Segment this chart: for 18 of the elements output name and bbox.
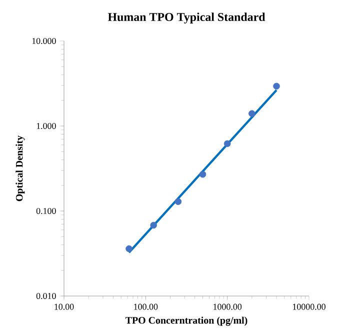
point <box>126 245 132 252</box>
x-tick-label: 100.00 <box>134 304 158 310</box>
point <box>224 140 231 148</box>
point <box>248 110 256 117</box>
x-tick-label: 10.00 <box>54 304 74 310</box>
y-tick-label: 1.000 <box>36 122 56 130</box>
y-tick-label: 0.100 <box>36 208 56 214</box>
x-axis-title: TPO Concerntration (pg/ml) <box>126 316 248 326</box>
y-tick-label: 0.010 <box>36 292 56 300</box>
point <box>174 198 182 205</box>
y-axis-title: Optical Density <box>16 136 25 202</box>
point <box>150 222 157 229</box>
x-tick-label: 1000.00 <box>214 304 242 310</box>
point <box>199 170 206 178</box>
y-tick-label: 10.000 <box>32 38 56 44</box>
x-tick-label: 10000.00 <box>292 304 326 310</box>
chart-title: Human TPO Typical Standard <box>108 12 266 24</box>
point <box>273 82 280 90</box>
